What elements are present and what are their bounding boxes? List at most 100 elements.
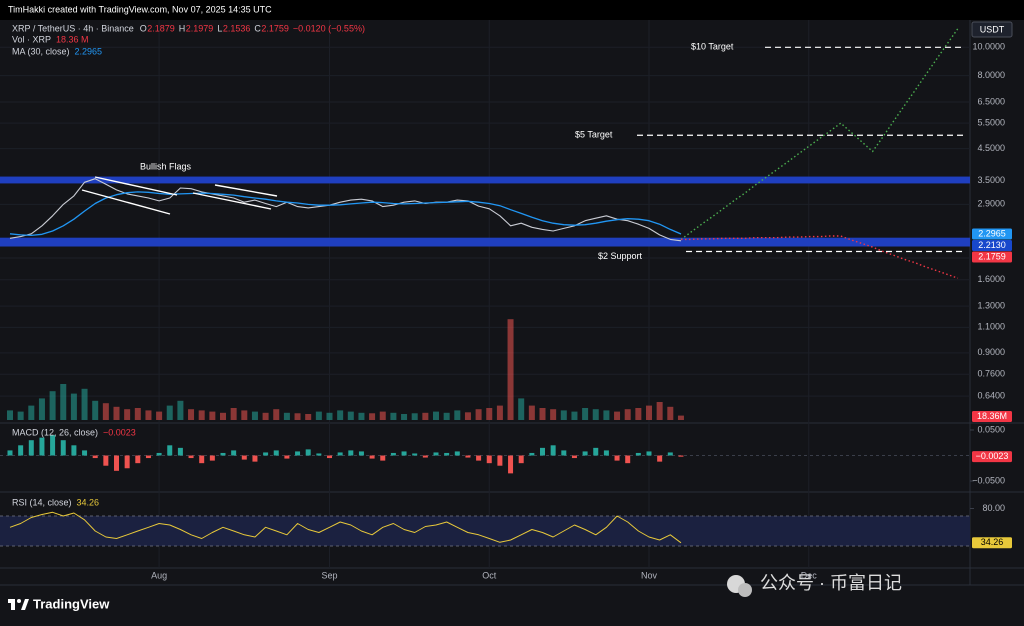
macd-bar <box>390 452 396 456</box>
volume-bar <box>443 412 450 420</box>
ma-line <box>9 191 682 237</box>
macd-bar <box>241 455 247 460</box>
currency-box <box>971 21 1013 38</box>
bullish-flag-drawing <box>81 176 278 215</box>
y-tick-label: 1.3000 <box>977 301 1005 311</box>
rsi-axis-box <box>972 537 1012 549</box>
volume-bar <box>560 410 567 420</box>
legend-volume: Vol · XRP <box>12 34 51 44</box>
bands <box>0 176 970 247</box>
macd-bar <box>305 449 311 456</box>
price-axis-box <box>972 251 1012 263</box>
x-tick-label: Nov <box>641 570 658 580</box>
volume-bar <box>677 415 684 420</box>
volume-axis-label: 18.36M <box>977 411 1007 421</box>
annotation: Bullish Flags <box>140 161 192 171</box>
macd-bar <box>412 453 418 456</box>
volume-bar <box>539 408 546 420</box>
macd-bar <box>114 455 119 471</box>
credit: TimHakki created with TradingView.com, N… <box>8 4 272 14</box>
legend-macd-value: −0.0023 <box>103 427 136 437</box>
macd-bar <box>177 447 183 456</box>
volume-bar <box>369 413 376 420</box>
y-tick-label: 80.00 <box>982 503 1005 513</box>
volume-bar <box>113 406 120 420</box>
macd-bar <box>550 445 556 456</box>
volume-bar <box>220 412 226 420</box>
watermark: 公众号 · 币富日记 <box>760 573 902 593</box>
macd-bar <box>327 455 332 459</box>
volume-bar <box>283 412 290 420</box>
volume-bar <box>454 410 461 420</box>
currency: USDT <box>980 24 1005 34</box>
macd-bar <box>18 445 24 456</box>
price-axis-box <box>972 239 1012 251</box>
y-tick-label: 5.5000 <box>977 118 1005 128</box>
x-tick-label: Sep <box>321 570 337 580</box>
legend-rsi: RSI (14, close) <box>12 497 72 507</box>
volume-bar <box>102 403 109 420</box>
legend-key: C <box>254 23 261 33</box>
y-tick-label: 1.6000 <box>977 274 1005 284</box>
macd-bar <box>231 450 237 456</box>
volume-bar <box>614 411 621 420</box>
volume-bar <box>390 412 397 420</box>
legend-value: 2.1536 <box>223 23 251 33</box>
y-tick-label: 0.7600 <box>977 369 1005 379</box>
macd-bar <box>337 452 343 456</box>
macd-bar <box>401 451 407 456</box>
price-line <box>9 178 682 242</box>
volume-bar <box>251 411 258 420</box>
legend-value: 2.1759 <box>261 23 289 33</box>
logo-mark <box>11 599 15 610</box>
legend-ma: MA (30, close) <box>12 46 70 56</box>
volume-bar <box>315 411 322 420</box>
legend-value: 2.1979 <box>186 23 214 33</box>
volume-bar <box>475 409 482 420</box>
legend-value: 2.1879 <box>147 23 175 33</box>
volume-bar <box>464 412 471 420</box>
volume-bar <box>49 391 56 420</box>
volume-bar <box>294 413 301 420</box>
legend-symbol: XRP / TetherUS · 4h · Binance <box>12 23 134 33</box>
macd-bar <box>380 455 386 461</box>
volume-bar <box>188 409 195 420</box>
flag-line <box>94 176 178 196</box>
volume-bar <box>241 410 248 420</box>
legend-macd: MACD (12, 26, close) <box>12 427 98 437</box>
macd-bar <box>188 455 194 459</box>
macd-bar <box>39 437 45 456</box>
x-tick-label: Aug <box>151 570 167 580</box>
y-tick-label: 1.1000 <box>977 322 1005 332</box>
macd-bar <box>614 455 620 461</box>
y-tick-label: 8.0000 <box>977 70 1005 80</box>
marks <box>7 28 965 420</box>
flag-line <box>192 192 272 210</box>
macd-bar <box>145 455 151 459</box>
macd-bar <box>508 455 514 474</box>
macd-bar <box>422 455 428 458</box>
volume-bar <box>411 413 418 420</box>
legend-volume-value: 18.36 M <box>56 34 89 44</box>
volume-bar <box>124 409 131 420</box>
volume-bar <box>358 412 365 420</box>
annotation: $5 Target <box>575 130 613 140</box>
volume-bar <box>507 319 514 420</box>
volume-bar <box>92 400 99 420</box>
volume-bar <box>156 411 163 420</box>
legend-ma-value: 2.2965 <box>75 46 103 56</box>
volume-bar <box>646 405 652 420</box>
y-tick-label: 0.9000 <box>977 347 1005 357</box>
macd-bar <box>625 455 631 464</box>
macd-bar <box>593 447 599 456</box>
price-axis-label: 2.1759 <box>978 251 1006 261</box>
volume-bar <box>81 388 88 420</box>
y-tick-label: 2.9000 <box>977 199 1005 209</box>
watermark-group: 公众号 · 币富日记 <box>727 573 902 597</box>
macd-bar <box>497 455 503 466</box>
volume-bar <box>635 408 642 420</box>
macd-bar <box>220 452 226 456</box>
rsi-axis-label: 34.26 <box>981 537 1004 547</box>
volume-bar <box>347 411 354 420</box>
